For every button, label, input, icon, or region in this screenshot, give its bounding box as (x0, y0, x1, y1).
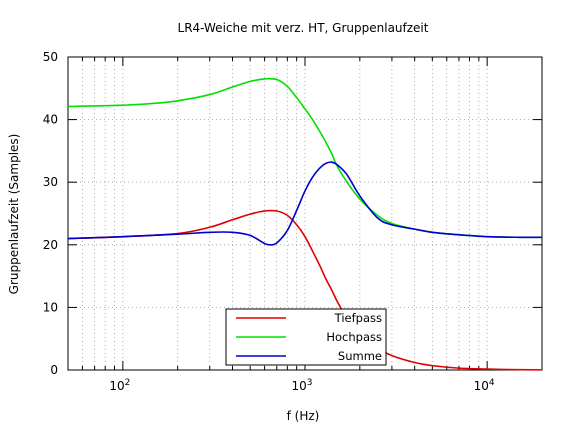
legend: Tiefpass Hochpass Summe (225, 308, 387, 366)
series-line-summe (67, 161, 543, 246)
legend-label-hochpass: Hochpass (326, 330, 382, 344)
y-tick-label: 20 (43, 238, 58, 252)
chart-title: LR4-Weiche mit verz. HT, Gruppenlaufzeit (178, 21, 429, 35)
x-tick-label: 104 (474, 378, 495, 393)
y-tick-label: 30 (43, 175, 58, 189)
legend-label-tiefpass: Tiefpass (334, 311, 382, 325)
x-axis-label: f (Hz) (287, 409, 320, 423)
y-tick-label: 40 (43, 113, 58, 127)
y-tick-label: 50 (43, 50, 58, 64)
y-tick-label: 10 (43, 300, 58, 314)
x-tick-label: 102 (109, 378, 130, 393)
x-tick-labels: 102 103 104 (109, 378, 495, 393)
x-tick-label: 103 (291, 378, 312, 393)
series-line-tiefpass (67, 209, 543, 371)
y-tick-labels: 0 10 20 30 40 50 (43, 50, 58, 377)
y-axis-label: Gruppenlaufzeit (Samples) (7, 134, 21, 295)
y-tick-label: 0 (50, 363, 58, 377)
axis-ticks (68, 56, 542, 371)
legend-label-summe: Summe (338, 349, 382, 363)
series-lines (67, 77, 543, 371)
